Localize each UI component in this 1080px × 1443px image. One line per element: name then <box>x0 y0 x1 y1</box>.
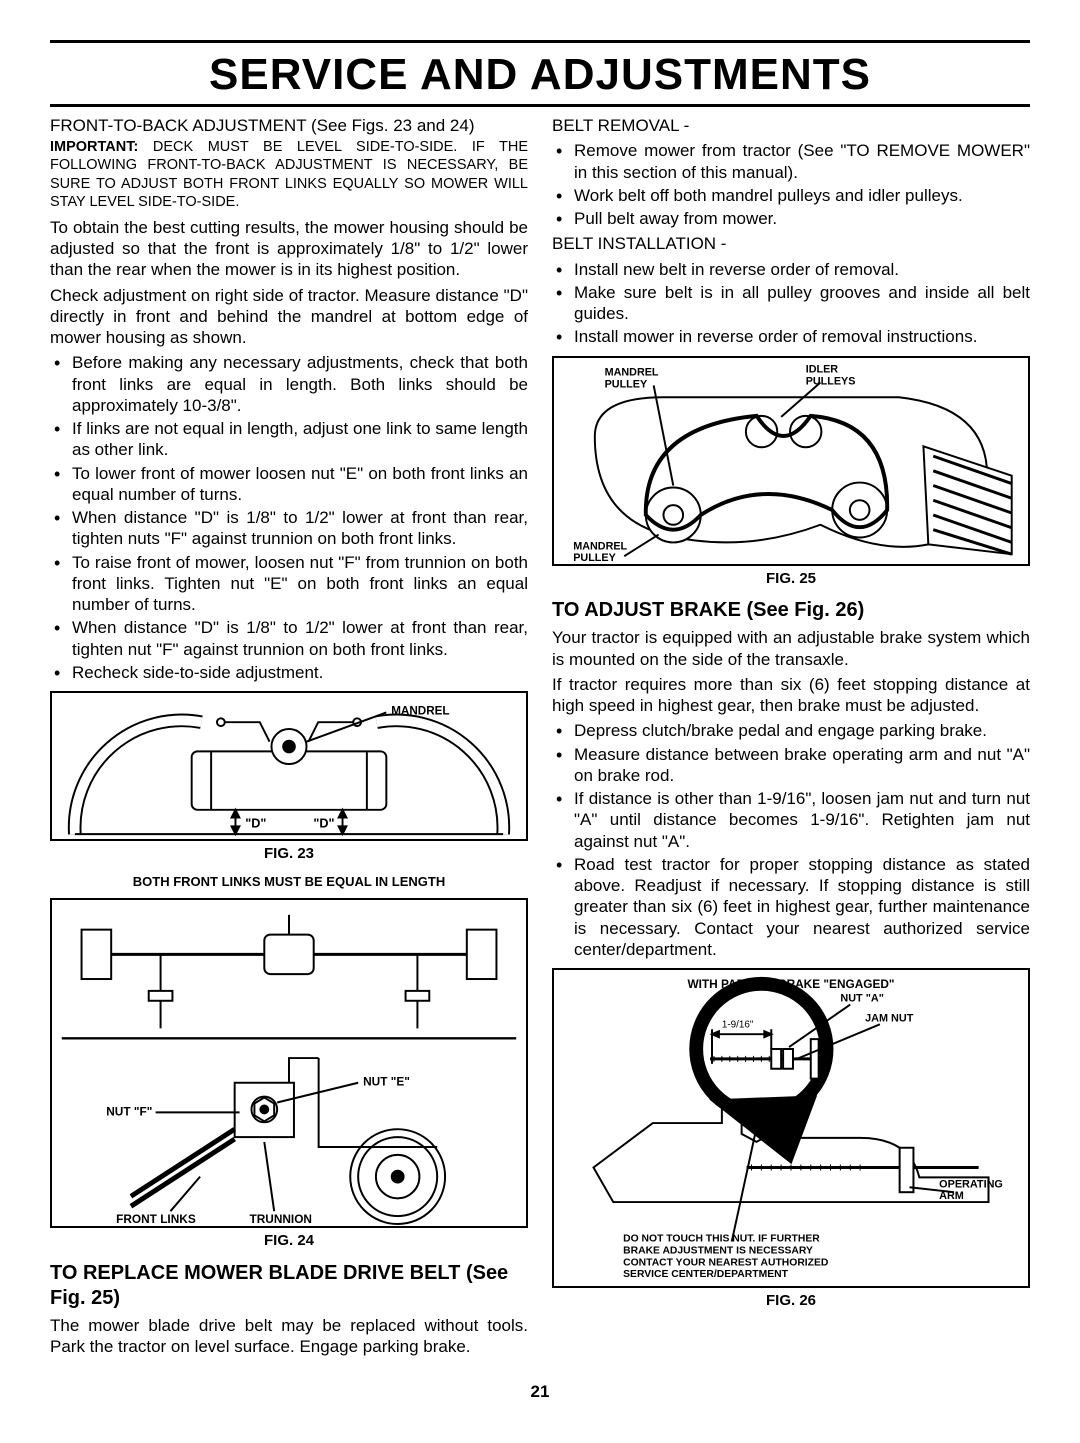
front-to-back-hdr: FRONT-TO-BACK ADJUSTMENT (See Figs. 23 a… <box>50 115 528 136</box>
removal-bullet: Work belt off both mandrel pulleys and i… <box>552 185 1030 206</box>
replace-belt-hdr: TO REPLACE MOWER BLADE DRIVE BELT (See F… <box>50 1261 528 1311</box>
fig24-svg: NUT "E" NUT "F" FRONT LINKS TRUNNION <box>52 900 526 1226</box>
fig24-label-nutf: NUT "F" <box>106 1104 152 1118</box>
install-bullet: Make sure belt is in all pulley grooves … <box>552 282 1030 325</box>
left-p1: To obtain the best cutting results, the … <box>50 217 528 281</box>
fig26-box: WITH PARKING BRAKE "ENGAGED" <box>552 968 1030 1288</box>
fig25-label-mandrel2: MANDRELPULLEY <box>573 540 627 564</box>
fig26-label-jamnut: JAM NUT <box>865 1012 914 1024</box>
right-column: BELT REMOVAL - Remove mower from tractor… <box>552 111 1030 1361</box>
brake-bullet: Measure distance between brake operating… <box>552 744 1030 787</box>
replace-belt-p: The mower blade drive belt may be replac… <box>50 1315 528 1358</box>
removal-bullet: Pull belt away from mower. <box>552 208 1030 229</box>
two-column-layout: FRONT-TO-BACK ADJUSTMENT (See Figs. 23 a… <box>50 111 1030 1361</box>
fig24-top-note: BOTH FRONT LINKS MUST BE EQUAL IN LENGTH <box>50 874 528 890</box>
left-bullet: When distance "D" is 1/8" to 1/2" lower … <box>50 617 528 660</box>
page-number: 21 <box>50 1381 1030 1402</box>
fig24-caption: FIG. 24 <box>50 1232 528 1251</box>
page-title: Service And Adjustments <box>50 47 1030 102</box>
install-bullet: Install new belt in reverse order of rem… <box>552 259 1030 280</box>
fig26-svg: WITH PARKING BRAKE "ENGAGED" <box>554 970 1028 1286</box>
fig26-label-warn: DO NOT TOUCH THIS NUT. IF FURTHER BRAKE … <box>623 1234 831 1281</box>
brake-p2: If tractor requires more than six (6) fe… <box>552 674 1030 717</box>
fig25-label-mandrel1: MANDRELPULLEY <box>605 366 659 390</box>
brake-bullets: Depress clutch/brake pedal and engage pa… <box>552 720 1030 960</box>
fig24-label-nute: NUT "E" <box>363 1075 410 1089</box>
fig24-label-frontlinks: FRONT LINKS <box>116 1212 196 1226</box>
fig24-label-trunnion: TRUNNION <box>249 1212 312 1226</box>
fig25-label-idler: IDLERPULLEYS <box>806 363 856 387</box>
left-column: FRONT-TO-BACK ADJUSTMENT (See Figs. 23 a… <box>50 111 528 1361</box>
install-bullet: Install mower in reverse order of remova… <box>552 326 1030 347</box>
fig25-box: MANDRELPULLEY IDLERPULLEYS MANDRELPULLEY <box>552 356 1030 566</box>
left-bullet: Recheck side-to-side adjustment. <box>50 662 528 683</box>
rule-under-title <box>50 104 1030 107</box>
removal-bullet: Remove mower from tractor (See "TO REMOV… <box>552 140 1030 183</box>
left-bullet: To raise front of mower, loosen nut "F" … <box>50 552 528 616</box>
fig26-label-nuta: NUT "A" <box>840 993 883 1005</box>
left-bullet: Before making any necessary adjustments,… <box>50 352 528 416</box>
adjust-brake-hdr: TO ADJUST BRAKE (See Fig. 26) <box>552 598 1030 623</box>
fig23-caption: FIG. 23 <box>50 845 528 864</box>
fig26-caption: FIG. 26 <box>552 1292 1030 1311</box>
fig23-box: MANDREL "D" "D" <box>50 691 528 841</box>
install-bullets: Install new belt in reverse order of rem… <box>552 259 1030 348</box>
fig24-box: NUT "E" NUT "F" FRONT LINKS TRUNNION <box>50 898 528 1228</box>
belt-removal-hdr: BELT REMOVAL - <box>552 115 1030 136</box>
important-label: IMPORTANT: <box>50 139 138 155</box>
left-bullet: When distance "D" is 1/8" to 1/2" lower … <box>50 507 528 550</box>
left-bullet: If links are not equal in length, adjust… <box>50 418 528 461</box>
fig25-caption: FIG. 25 <box>552 570 1030 589</box>
fig23-label-d1: "D" <box>245 816 266 830</box>
fig23-label-d2: "D" <box>313 816 334 830</box>
left-bullet: To lower front of mower loosen nut "E" o… <box>50 463 528 506</box>
fig25-svg: MANDRELPULLEY IDLERPULLEYS MANDRELPULLEY <box>554 358 1028 564</box>
left-p2: Check adjustment on right side of tracto… <box>50 285 528 349</box>
important-block: IMPORTANT: DECK MUST BE LEVEL SIDE-TO-SI… <box>50 138 528 211</box>
brake-bullet: If distance is other than 1-9/16", loose… <box>552 788 1030 852</box>
fig26-label-dim: 1-9/16" <box>722 1019 754 1030</box>
brake-bullet: Road test tractor for proper stopping di… <box>552 854 1030 960</box>
brake-bullet: Depress clutch/brake pedal and engage pa… <box>552 720 1030 741</box>
fig23-svg: MANDREL "D" "D" <box>52 693 526 839</box>
belt-install-hdr: BELT INSTALLATION - <box>552 233 1030 254</box>
left-bullets: Before making any necessary adjustments,… <box>50 352 528 683</box>
brake-p1: Your tractor is equipped with an adjusta… <box>552 627 1030 670</box>
removal-bullets: Remove mower from tractor (See "TO REMOV… <box>552 140 1030 229</box>
fig23-label-mandrel: MANDREL <box>391 704 449 717</box>
rule-top-thick <box>50 40 1030 43</box>
